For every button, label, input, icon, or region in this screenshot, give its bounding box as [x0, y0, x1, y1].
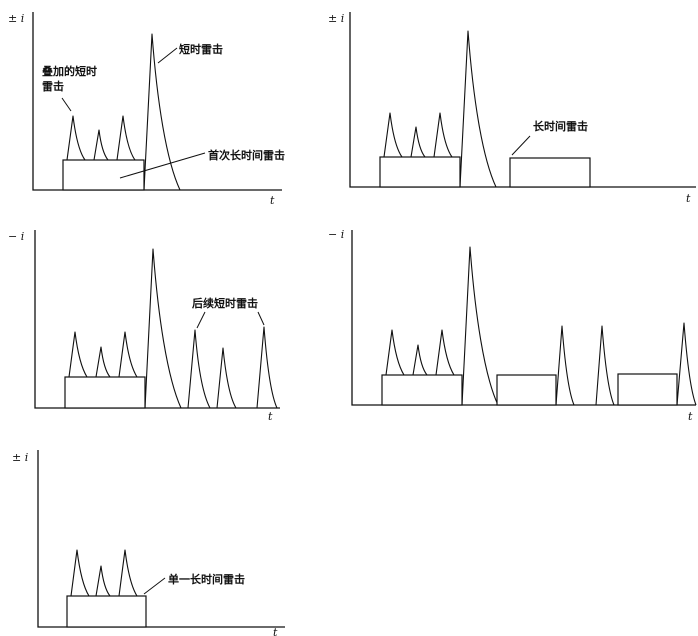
panel-2-superimposed-pulse: [410, 126, 426, 158]
panel-1-superimposed-pulse: [116, 115, 136, 161]
panel-1-x-axis-label: t: [270, 194, 275, 207]
panel-1-axes: [32, 12, 282, 191]
panel-2-short-stroke: [459, 30, 497, 188]
panel-3-leader: [196, 311, 206, 329]
panel-4-first-short-stroke: [461, 246, 499, 406]
panel-1: ± i t 叠加的短时 雷击 短时雷击 首次长时间雷击: [8, 12, 285, 207]
panel-3-axes: [34, 230, 280, 409]
panel-3: − i t 后续短时雷击: [8, 230, 280, 423]
panel-3-leader: [257, 311, 265, 326]
panel-1-superimposed-pulse: [66, 115, 86, 161]
panel-3-first-long-stroke: [64, 376, 146, 409]
panel-3-label-subsequent: 后续短时雷击: [192, 296, 258, 310]
panel-5-y-axis-label: ± i: [12, 451, 28, 464]
panel-4-axes: [351, 230, 696, 406]
panel-1-label-superimposed-2: 雷击: [42, 79, 64, 93]
panel-3-subsequent-short-stroke: [187, 329, 211, 409]
panel-2: ± i t 长时间雷击: [328, 12, 696, 205]
panel-5-superimposed-pulse: [118, 549, 138, 597]
panel-4-x-axis-label: t: [688, 410, 693, 423]
panel-1-y-axis-label: ± i: [8, 12, 24, 25]
panel-2-first-long-stroke: [379, 156, 461, 188]
panel-2-x-axis-label: t: [686, 192, 691, 205]
panel-1-leader: [119, 152, 206, 179]
panel-2-label-long-stroke: 长时间雷击: [533, 119, 588, 133]
panel-5-x-axis-label: t: [273, 626, 278, 636]
panel-1-label-first-long-stroke: 首次长时间雷击: [208, 148, 285, 162]
panel-3-superimposed-pulse: [118, 331, 138, 378]
panel-4-superimposed-pulse: [435, 329, 455, 376]
panel-1-label-short-stroke: 短时雷击: [179, 42, 223, 56]
panel-3-superimposed-pulse: [68, 331, 88, 378]
panel-4-superimposed-pulse: [412, 344, 428, 376]
panel-1-leader: [157, 47, 178, 64]
panel-5-superimposed-pulse: [70, 549, 90, 597]
panel-5-label-single-long-stroke: 单一长时间雷击: [168, 572, 245, 586]
panel-4-long-stroke: [617, 373, 678, 406]
panel-2-superimposed-pulse: [433, 112, 453, 158]
panel-5-superimposed-pulse: [95, 565, 111, 597]
panel-4: − i t: [328, 228, 697, 423]
panel-1-label-superimposed: 叠加的短时: [42, 64, 97, 78]
panel-4-y-axis-label: − i: [328, 228, 344, 241]
panel-1-leader: [61, 97, 72, 112]
panel-1-superimposed-pulse: [93, 129, 109, 161]
panel-3-subsequent-short-stroke: [216, 347, 237, 409]
panel-3-subsequent-short-stroke: [256, 326, 278, 409]
panel-3-superimposed-pulse: [95, 346, 111, 378]
panel-2-superimposed-pulse: [383, 112, 403, 158]
panel-2-long-stroke: [509, 157, 591, 188]
panel-1-short-stroke: [143, 33, 181, 191]
panel-4-subsequent-short-stroke: [595, 325, 615, 406]
panel-5-axes: [37, 450, 285, 628]
panel-2-y-axis-label: ± i: [328, 12, 344, 25]
panel-4-long-stroke: [496, 374, 557, 406]
panel-5-single-long-stroke: [66, 595, 147, 628]
panel-4-subsequent-short-stroke: [555, 325, 575, 406]
panel-3-x-axis-label: t: [268, 410, 273, 423]
panel-5: ± i t 单一长时间雷击: [12, 450, 285, 636]
panel-5-leader: [143, 577, 166, 595]
panel-3-first-short-stroke: [144, 248, 182, 409]
panel-4-superimposed-pulse: [385, 329, 405, 376]
panel-4-first-long-stroke: [381, 374, 463, 406]
panel-3-y-axis-label: − i: [8, 230, 24, 243]
panel-4-subsequent-short-stroke: [676, 322, 697, 406]
panel-2-leader: [511, 135, 531, 156]
